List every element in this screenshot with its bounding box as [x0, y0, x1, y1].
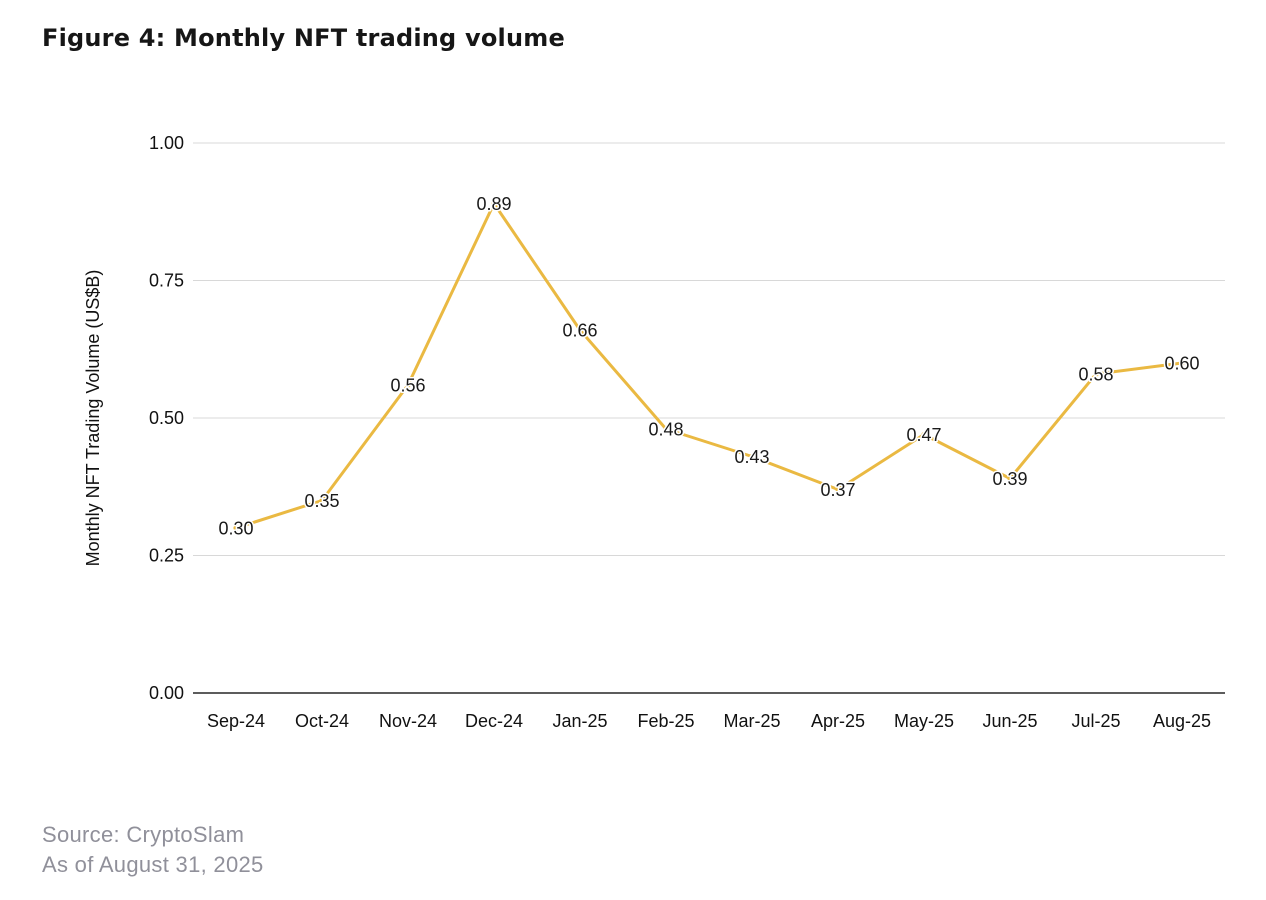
nft-volume-line: [234, 202, 1184, 530]
source-line: Source: CryptoSlam: [42, 822, 245, 847]
data-label: 0.37: [820, 480, 855, 500]
data-point-marker: [491, 200, 497, 207]
y-axis-tick-labels: 0.00 0.25 0.50 0.75 1.00: [149, 133, 184, 703]
data-label: 0.47: [906, 425, 941, 445]
data-point-markers: [233, 200, 1185, 531]
x-tick-label: Apr-25: [811, 711, 865, 731]
x-tick-label: Nov-24: [379, 711, 437, 731]
data-point-marker: [1093, 371, 1099, 377]
x-tick-label: Feb-25: [637, 711, 694, 731]
data-point-marker: [1179, 360, 1185, 366]
data-point-marker: [749, 453, 755, 460]
data-point-marker: [319, 497, 325, 504]
data-label: 0.66: [562, 321, 597, 341]
data-point-marker: [663, 426, 669, 432]
data-point-marker: [405, 382, 411, 388]
data-label: 0.35: [304, 491, 339, 511]
x-tick-label: Jul-25: [1071, 711, 1120, 731]
figure-title: Figure 4: Monthly NFT trading volume: [42, 24, 565, 52]
x-tick-label: Dec-24: [465, 711, 523, 731]
x-tick-label: Oct-24: [295, 711, 349, 731]
y-tick-label: 1.00: [149, 133, 184, 153]
gridlines: [193, 142, 1225, 556]
data-label: 0.48: [648, 420, 683, 440]
x-tick-label: Sep-24: [207, 711, 265, 731]
data-point-marker: [921, 431, 927, 438]
x-tick-label: May-25: [894, 711, 954, 731]
data-label: 0.89: [476, 194, 511, 214]
data-label: 0.60: [1164, 354, 1199, 374]
x-tick-label: Aug-25: [1153, 711, 1211, 731]
data-label: 0.56: [390, 376, 425, 396]
data-label: 0.58: [1078, 365, 1113, 385]
data-point-marker: [1007, 475, 1013, 482]
data-labels: 0.30 0.35 0.56 0.89 0.66 0.48 0.43 0.37 0.47 0.39…: [217, 193, 1201, 541]
data-point-marker: [835, 486, 841, 493]
source-block: Source: CryptoSlam As of August 31, 2025: [42, 820, 264, 881]
data-label: 0.39: [992, 469, 1027, 489]
x-tick-label: Mar-25: [723, 711, 780, 731]
y-tick-label: 0.00: [149, 683, 184, 703]
data-point-marker: [233, 525, 239, 531]
y-tick-label: 0.25: [149, 546, 184, 566]
data-label: 0.43: [734, 447, 769, 467]
y-tick-label: 0.75: [149, 271, 184, 291]
line-series: [234, 202, 1184, 530]
x-axis-tick-labels: Sep-24 Oct-24 Nov-24 Dec-24 Jan-25 Feb-25 Mar-…: [207, 711, 1211, 731]
data-point-marker: [577, 327, 583, 333]
y-axis-title: Monthly NFT Trading Volume (US$B): [83, 270, 103, 567]
x-tick-label: Jun-25: [982, 711, 1037, 731]
asof-line: As of August 31, 2025: [42, 852, 264, 878]
x-tick-label: Jan-25: [552, 711, 607, 731]
y-tick-label: 0.50: [149, 408, 184, 428]
data-label: 0.30: [218, 519, 253, 539]
